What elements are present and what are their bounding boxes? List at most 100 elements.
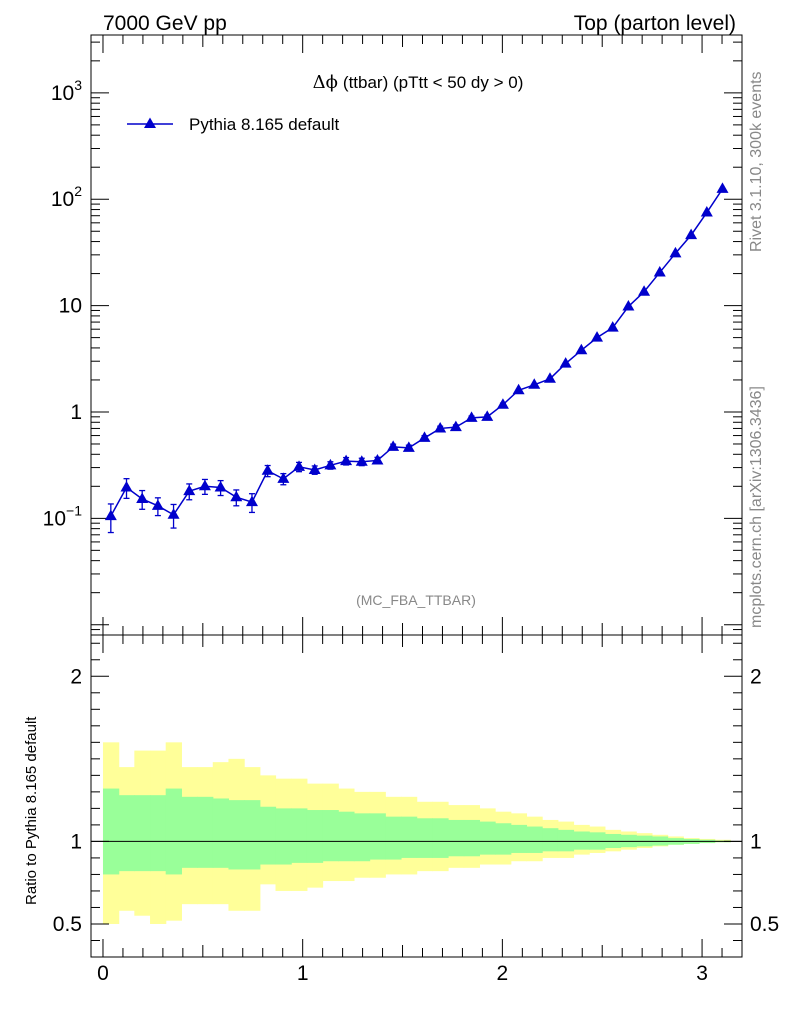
band-inner-bin: [385, 816, 402, 860]
data-point-marker: [387, 440, 400, 451]
data-point-marker: [308, 463, 321, 474]
data-point-marker: [481, 410, 494, 421]
band-inner-bin: [353, 813, 371, 862]
band-inner-bin: [542, 828, 559, 852]
band-inner-bin: [338, 811, 355, 862]
ratio-y-axis-label: Ratio to Pythia 8.165 default: [23, 716, 40, 905]
data-point-marker: [559, 357, 572, 368]
data-point-marker: [277, 472, 290, 483]
data-point-marker: [685, 228, 698, 240]
legend: Pythia 8.165 default: [127, 115, 340, 134]
band-inner-bin: [400, 816, 418, 858]
data-point-marker: [418, 431, 431, 442]
tick-base: 10: [43, 507, 66, 530]
header-left: 7000 GeV pp: [103, 12, 227, 35]
main-y-tick-label: 10: [59, 295, 82, 318]
data-point-marker: [449, 420, 462, 432]
band-inner-bin: [181, 796, 198, 868]
data-point-marker: [434, 421, 447, 433]
ratio-y-tick-label-left: 2: [70, 665, 82, 688]
ratio-y-tick-label-right: 1: [750, 830, 762, 853]
data-point-marker: [230, 490, 243, 502]
data-point-marker: [575, 343, 588, 355]
ratio-y-tick-label-left: 0.5: [53, 913, 82, 936]
ratio-frame: [90, 634, 743, 958]
band-inner-bin: [275, 808, 292, 865]
legend-label: Pythia 8.165 default: [189, 115, 340, 134]
band-inner-bin: [212, 798, 230, 868]
ratio-panel: 0.5 0.5 1 1 2 2 0 1 2 3 Ratio to Pythia 8.165 de…: [23, 634, 779, 985]
band-inner-bin: [165, 788, 182, 875]
title-rest: (ttbar) (pTtt < 50 dy > 0): [343, 73, 523, 92]
data-point-marker: [324, 458, 337, 470]
ratio-bands: [102, 742, 731, 924]
band-inner-bin: [102, 788, 120, 875]
band-inner-bin: [259, 806, 277, 865]
band-inner-bin: [228, 800, 245, 870]
band-inner-bin: [369, 813, 386, 860]
ratio-y-tick-label-right: 0.5: [750, 913, 779, 936]
data-point-marker: [669, 246, 682, 258]
data-point-marker: [198, 479, 211, 491]
band-inner-bin: [448, 819, 465, 857]
ratio-ticks: [91, 635, 743, 958]
tick-exponent: 3: [74, 77, 82, 93]
band-inner-bin: [510, 824, 528, 853]
ratio-y-tick-label-right: 2: [750, 665, 762, 688]
band-inner-bin: [463, 819, 480, 857]
tick-base: 10: [51, 82, 74, 105]
data-point-marker: [355, 455, 368, 466]
data-point-marker: [591, 331, 604, 342]
main-y-tick-label: 1: [70, 401, 82, 424]
data-point-marker: [261, 464, 274, 475]
data-point-marker: [371, 453, 384, 465]
band-inner-bin: [291, 808, 308, 863]
data-point-marker: [104, 509, 117, 521]
band-inner-bin: [573, 831, 590, 850]
ratio-x-tick-labels: 0 1 2 3: [97, 962, 708, 985]
x-tick-label: 0: [97, 962, 109, 985]
x-tick-label: 2: [497, 962, 509, 985]
band-inner-bin: [197, 796, 214, 868]
band-inner-bin: [306, 810, 324, 863]
tick-exponent: −1: [66, 502, 82, 518]
band-inner-bin: [557, 829, 575, 852]
band-inner-bin: [118, 795, 135, 872]
data-point-marker: [528, 378, 541, 389]
data-point-marker: [653, 265, 666, 277]
data-point-marker: [465, 411, 478, 422]
header-right: Top (parton level): [574, 12, 736, 35]
data-point-marker: [496, 398, 509, 409]
data-point-marker: [700, 206, 713, 217]
plot-title: Δϕ (ttbar) (pTtt < 50 dy > 0): [313, 72, 524, 93]
data-point-marker: [120, 480, 133, 492]
band-inner-bin: [432, 818, 449, 858]
band-inner-bin: [150, 795, 167, 872]
data-point-marker: [402, 441, 415, 452]
data-point-marker: [606, 321, 619, 332]
ratio-y-tick-label-left: 1: [70, 830, 82, 853]
legend-marker-triangle: [144, 117, 156, 128]
band-inner-bin: [244, 800, 261, 870]
data-point-marker: [716, 182, 729, 193]
band-inner-bin: [322, 810, 339, 862]
main-y-tick-label: 103: [51, 77, 82, 105]
title-symbol: Δϕ: [313, 72, 338, 93]
data-point-marker: [340, 454, 353, 466]
band-inner-bin: [134, 795, 151, 872]
data-point-marker: [167, 508, 180, 519]
band-inner-bin: [526, 826, 543, 853]
x-tick-label: 1: [297, 962, 309, 985]
main-series: [104, 182, 729, 534]
rivet-label: Rivet 3.1.10, 300k events: [748, 71, 765, 252]
data-point-marker: [151, 499, 164, 510]
ratio-y-tick-labels: 0.5 0.5 1 1 2 2: [53, 665, 779, 936]
data-point-marker: [512, 383, 525, 395]
data-point-marker: [136, 492, 149, 503]
data-point-marker: [183, 484, 196, 496]
main-y-tick-label: 10−1: [43, 502, 83, 530]
data-point-marker: [638, 285, 651, 296]
